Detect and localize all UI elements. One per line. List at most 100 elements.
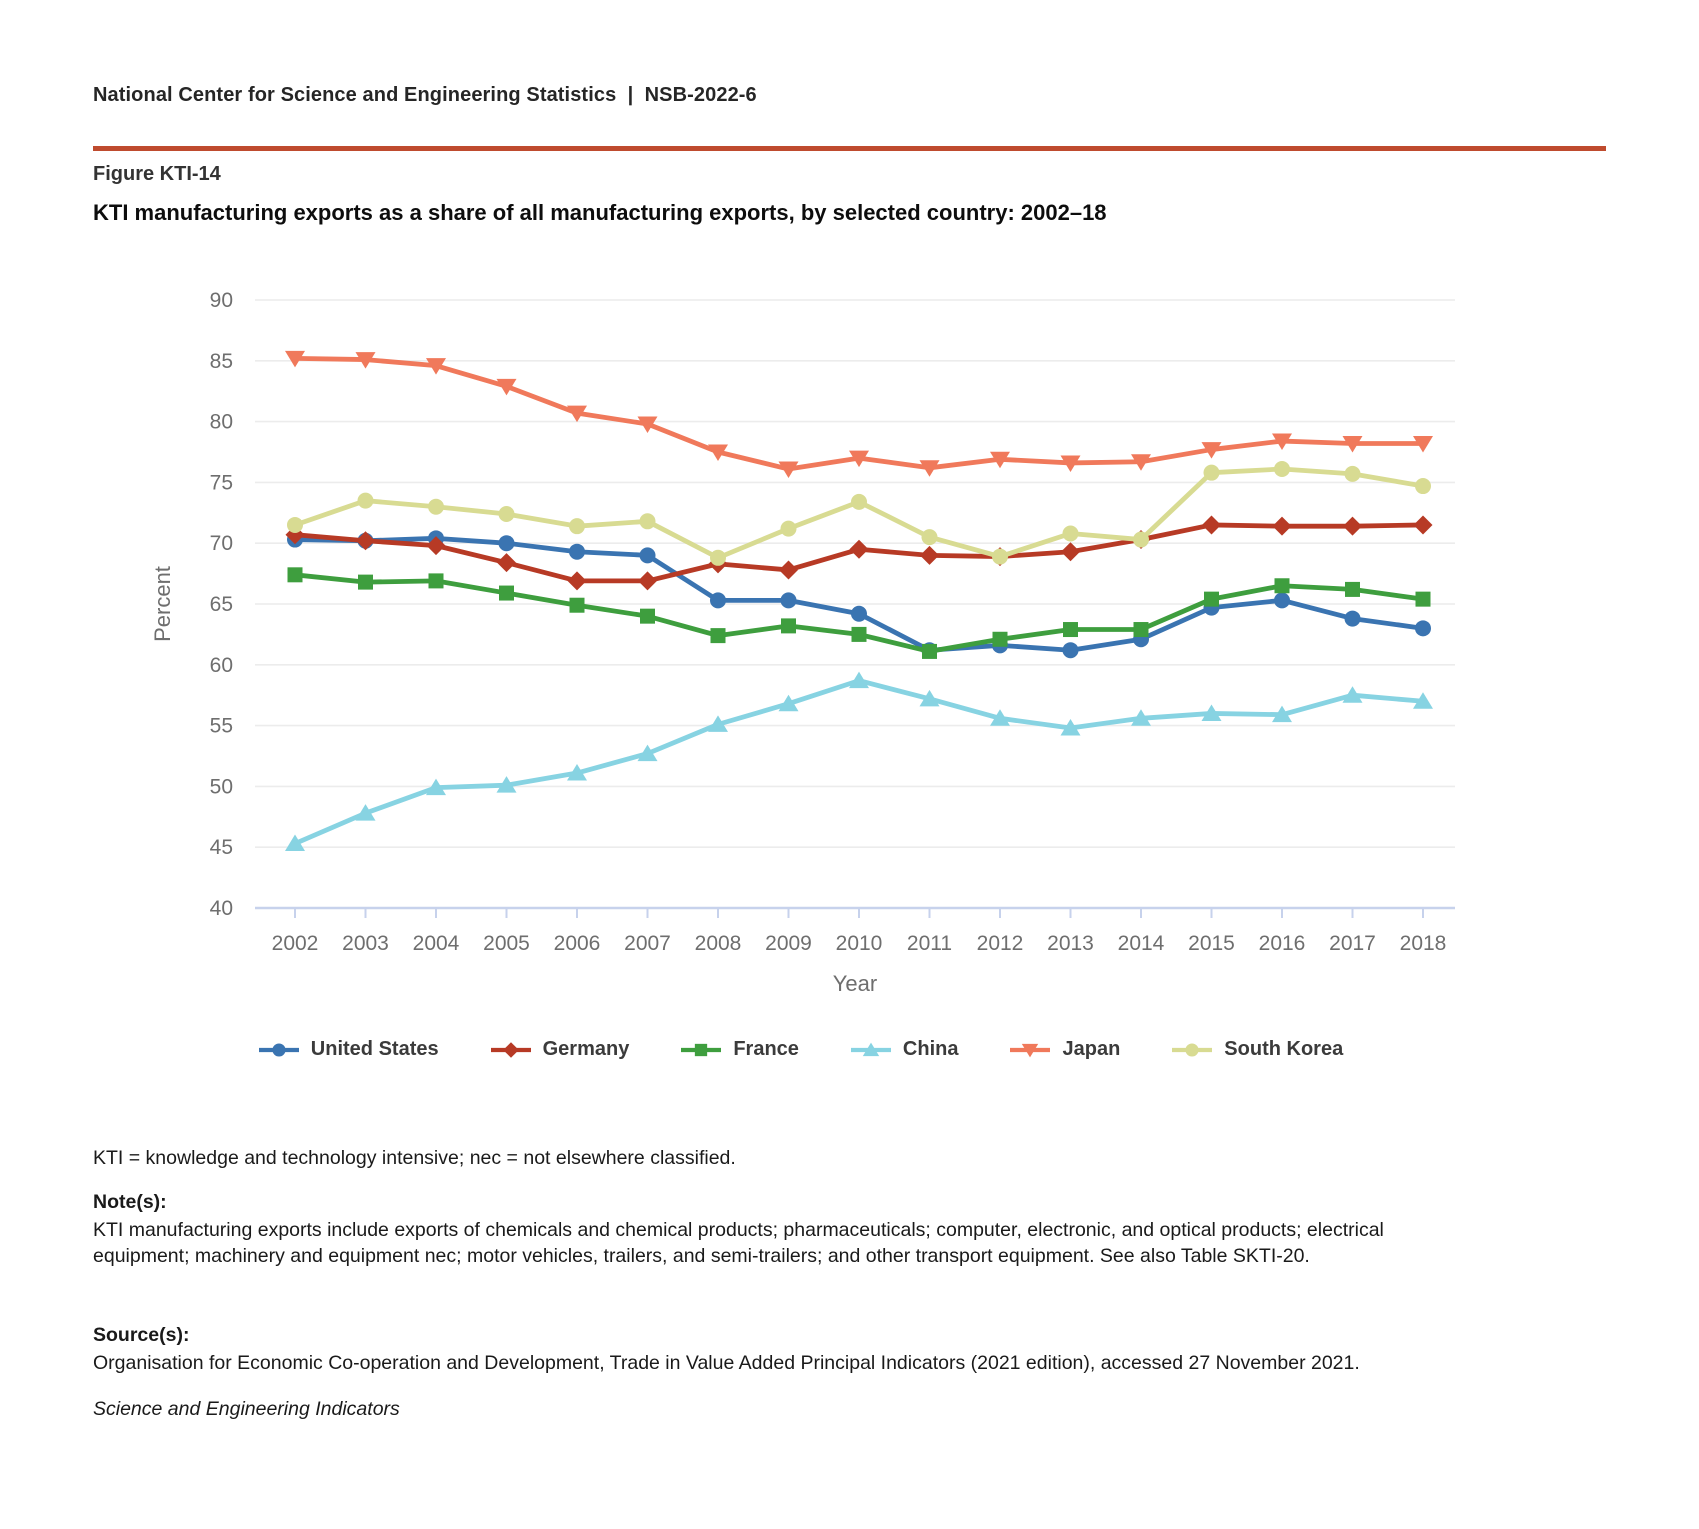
- abbreviation-note: KTI = knowledge and technology intensive…: [93, 1147, 736, 1169]
- data-point-marker: [640, 608, 655, 624]
- germany-legend-marker-icon: [490, 1041, 531, 1058]
- legend-item-germany: Germany: [489, 1038, 629, 1061]
- data-point-marker: [1131, 454, 1151, 471]
- data-point-marker: [1062, 525, 1079, 542]
- x-tick-label-2011: 2011: [907, 932, 952, 955]
- x-tick-label-2012: 2012: [977, 932, 1024, 955]
- data-point-marker: [1274, 578, 1290, 594]
- x-tick-label-2010: 2010: [836, 932, 883, 955]
- data-point-marker: [778, 461, 799, 479]
- data-point-marker: [1062, 642, 1079, 659]
- data-point-marker: [567, 764, 587, 781]
- data-point-marker: [920, 545, 939, 565]
- data-point-marker: [1131, 709, 1151, 726]
- data-point-marker: [779, 560, 798, 580]
- data-point-marker: [499, 585, 514, 601]
- y-tick-label-45: 45: [210, 836, 233, 859]
- x-tick-label-2015: 2015: [1188, 932, 1235, 955]
- data-point-marker: [638, 571, 657, 591]
- y-tick-label-80: 80: [210, 411, 233, 434]
- data-point-marker: [496, 378, 517, 396]
- data-point-marker: [990, 451, 1010, 469]
- data-point-marker: [849, 539, 869, 559]
- data-point-marker: [1202, 515, 1221, 535]
- notes-text: KTI manufacturing exports include export…: [93, 1219, 1384, 1267]
- data-point-marker: [569, 518, 585, 535]
- data-point-marker: [1344, 465, 1361, 482]
- report-header: National Center for Science and Engineer…: [93, 84, 757, 106]
- x-tick-label-2013: 2013: [1047, 932, 1094, 955]
- y-tick-label-85: 85: [210, 350, 233, 373]
- data-point-marker: [1345, 581, 1360, 597]
- data-point-marker: [1201, 442, 1222, 459]
- data-point-marker: [992, 548, 1008, 565]
- data-point-marker: [1272, 433, 1292, 451]
- france-legend-marker-icon: [681, 1043, 722, 1056]
- y-tick-label-70: 70: [210, 532, 233, 555]
- data-point-marker: [710, 628, 726, 644]
- legend-item-united-states: United States: [257, 1038, 439, 1061]
- x-tick-label-2007: 2007: [624, 932, 671, 955]
- data-point-marker: [356, 531, 375, 551]
- data-point-marker: [851, 493, 867, 510]
- data-point-marker: [1274, 592, 1290, 609]
- data-point-marker: [919, 689, 940, 707]
- data-point-marker: [285, 834, 305, 852]
- data-point-marker: [780, 520, 797, 537]
- figure-number-label: Figure KTI-14: [93, 163, 221, 185]
- data-point-marker: [357, 492, 374, 509]
- x-tick-label-2003: 2003: [342, 932, 389, 955]
- data-point-marker: [1413, 692, 1433, 709]
- data-point-marker: [1413, 435, 1433, 453]
- data-point-marker: [426, 536, 446, 556]
- data-point-marker: [1060, 719, 1081, 736]
- data-point-marker: [1133, 622, 1149, 638]
- data-point-marker: [426, 358, 446, 375]
- data-point-marker: [1343, 516, 1362, 536]
- data-point-marker: [1415, 478, 1431, 495]
- data-point-marker: [639, 547, 656, 564]
- data-point-marker: [992, 631, 1008, 647]
- data-point-marker: [428, 498, 444, 515]
- data-point-marker: [567, 571, 587, 591]
- x-axis-title: Year: [833, 971, 877, 996]
- y-tick-label-50: 50: [210, 775, 233, 798]
- data-point-marker: [1415, 591, 1431, 607]
- sources-label: Source(s):: [93, 1324, 190, 1346]
- data-point-marker: [1272, 705, 1292, 723]
- data-point-marker: [285, 350, 305, 368]
- chart-legend: United States Germany France China Japan Sout…: [93, 1038, 1507, 1061]
- figure-title: KTI manufacturing exports as a share of …: [93, 200, 1107, 225]
- x-tick-label-2014: 2014: [1118, 932, 1165, 955]
- data-point-marker: [355, 804, 376, 821]
- data-point-marker: [1342, 686, 1363, 703]
- data-point-marker: [781, 618, 796, 634]
- data-point-marker: [637, 416, 658, 434]
- data-point-marker: [1344, 610, 1361, 627]
- data-point-marker: [1060, 455, 1081, 472]
- data-point-marker: [1274, 461, 1290, 478]
- series-china: [292, 678, 1426, 846]
- data-point-marker: [426, 778, 446, 796]
- sources-text: Organisation for Economic Co-operation a…: [93, 1352, 1360, 1374]
- header-rule-divider: [93, 146, 1606, 151]
- legend-item-china: China: [849, 1038, 958, 1061]
- x-tick-label-2018: 2018: [1400, 932, 1447, 955]
- legend-label: Japan: [1062, 1038, 1121, 1060]
- y-tick-label-90: 90: [210, 289, 233, 312]
- data-point-marker: [428, 573, 444, 589]
- data-point-marker: [1133, 531, 1149, 548]
- china-legend-marker-icon: [850, 1042, 891, 1056]
- x-tick-label-2008: 2008: [695, 932, 742, 955]
- data-point-marker: [922, 643, 937, 659]
- data-point-marker: [919, 460, 940, 477]
- data-point-marker: [497, 553, 516, 573]
- data-point-marker: [355, 352, 376, 369]
- data-point-marker: [710, 592, 726, 609]
- legend-item-japan: Japan: [1008, 1038, 1120, 1061]
- data-point-marker: [1061, 542, 1080, 562]
- legend-label: France: [733, 1038, 799, 1060]
- data-point-marker: [639, 513, 656, 530]
- x-tick-label-2017: 2017: [1329, 932, 1376, 955]
- y-tick-label-55: 55: [210, 715, 233, 738]
